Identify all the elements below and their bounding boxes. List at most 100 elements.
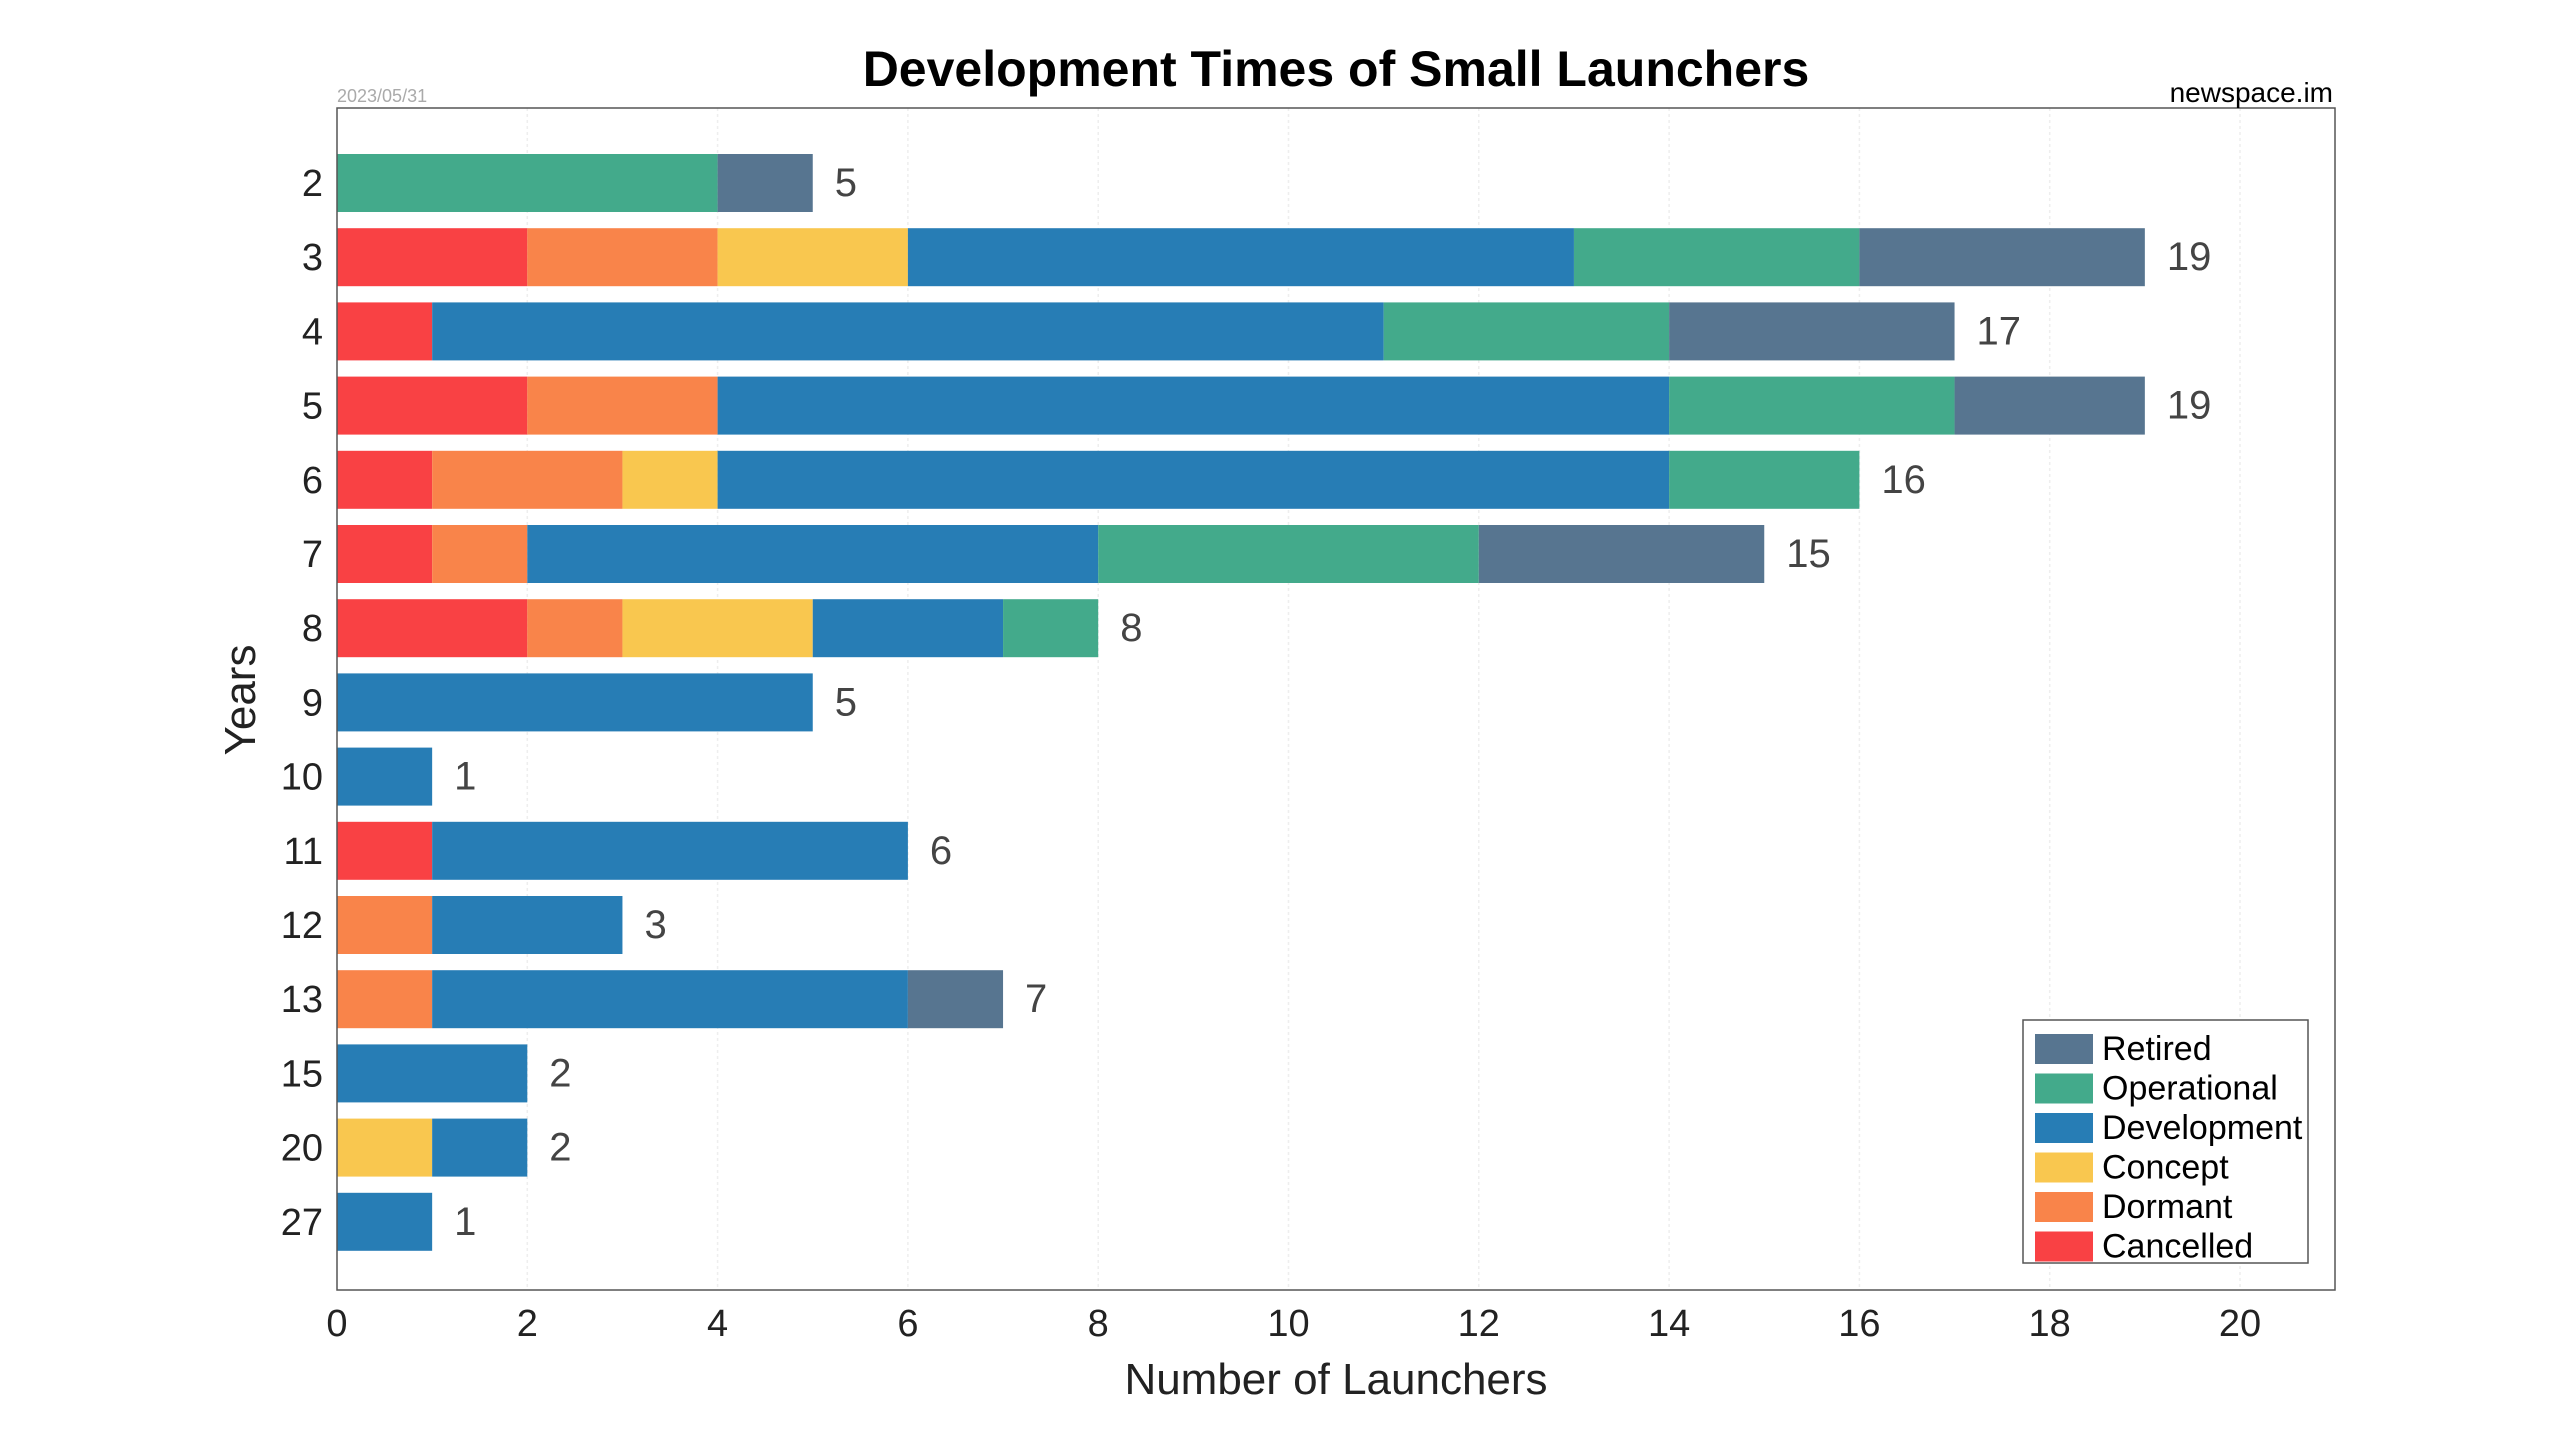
bar-segment-retired [1478, 525, 1765, 583]
y-tick-label: 10 [281, 757, 323, 799]
legend-label: Dormant [2102, 1188, 2233, 1226]
x-tick-label: 18 [2029, 1303, 2071, 1345]
bar-total-label: 8 [1120, 606, 1142, 650]
bar-segment-cancelled [337, 599, 528, 658]
bar-segment-development [717, 450, 1670, 509]
y-tick-label: 3 [302, 237, 323, 279]
y-tick-label: 11 [284, 831, 323, 873]
y-tick-label: 6 [302, 460, 323, 502]
y-tick-label: 20 [281, 1128, 323, 1170]
legend: RetiredOperationalDevelopmentConceptDorm… [2022, 1019, 2309, 1266]
bar-segment-dormant [337, 970, 433, 1029]
legend-swatch [2035, 1034, 2093, 1064]
bar-segment-operational [1669, 376, 1955, 435]
bar-total-label: 5 [835, 680, 857, 724]
x-tick-label: 4 [707, 1303, 728, 1345]
bar-segment-operational [1003, 599, 1099, 658]
y-tick-label: 8 [302, 608, 323, 650]
x-tick-label: 8 [1088, 1303, 1109, 1345]
bar-segment-development [337, 747, 433, 806]
y-tick-label: 9 [302, 682, 323, 724]
bar-segment-dormant [432, 525, 528, 583]
bar-segment-cancelled [337, 450, 433, 509]
bar-total-label: 5 [835, 161, 857, 205]
chart-title: Development Times of Small Launchers [863, 41, 1810, 97]
bar-segment-operational [1383, 302, 1670, 361]
date-label: 2023/05/31 [337, 86, 427, 106]
legend-swatch [2035, 1152, 2093, 1183]
x-tick-label: 2 [517, 1303, 538, 1345]
bar-segment-concept [622, 599, 813, 658]
bar-segment-operational [1098, 525, 1479, 583]
legend-swatch [2035, 1113, 2093, 1143]
legend-label: Cancelled [2102, 1228, 2253, 1266]
y-tick-label: 13 [281, 979, 323, 1021]
bar-segment-dormant [527, 376, 718, 435]
bar-segment-development [432, 302, 1384, 361]
bar-segment-retired [907, 970, 1004, 1029]
legend-swatch [2035, 1073, 2093, 1104]
bar-segment-development [812, 599, 1004, 658]
bar-total-label: 6 [930, 829, 952, 873]
bar-total-label: 1 [454, 1200, 476, 1244]
bar-segment-retired [717, 154, 813, 212]
bar-segment-retired [1859, 228, 2145, 287]
x-tick-label: 10 [1267, 1303, 1309, 1345]
bar-segment-development [337, 1192, 433, 1251]
y-tick-label: 15 [281, 1053, 323, 1095]
bar-segment-dormant [527, 228, 718, 287]
bar-segment-development [337, 673, 813, 732]
bar-total-label: 19 [2167, 235, 2212, 279]
bar-segment-development [717, 376, 1670, 435]
bar-segment-dormant [527, 599, 623, 658]
y-tick-label: 4 [302, 311, 323, 353]
bar-segment-concept [337, 1118, 433, 1177]
x-tick-label: 20 [2219, 1303, 2261, 1345]
legend-label: Operational [2102, 1070, 2278, 1108]
y-tick-label: 7 [302, 534, 323, 576]
y-tick-label: 27 [281, 1202, 323, 1244]
x-tick-label: 14 [1648, 1303, 1690, 1345]
bars [337, 154, 2145, 1251]
bar-segment-cancelled [337, 302, 433, 361]
legend-label: Concept [2102, 1149, 2229, 1187]
bar-total-label: 16 [1881, 458, 1926, 502]
y-tick-label: 5 [302, 386, 323, 428]
bar-segment-operational [337, 154, 718, 212]
x-axis-title: Number of Launchers [1124, 1355, 1547, 1404]
bar-total-label: 15 [1786, 532, 1831, 576]
bar-total-label: 1 [454, 755, 476, 799]
y-tick-label: 12 [281, 905, 323, 947]
bar-total-label: 2 [549, 1051, 571, 1095]
bar-segment-retired [1954, 376, 2145, 435]
source-label: newspace.im [2170, 77, 2333, 108]
bar-total-label: 7 [1025, 977, 1047, 1021]
bar-segment-cancelled [337, 376, 528, 435]
bar-segment-development [432, 970, 908, 1029]
bar-segment-operational [1669, 450, 1860, 509]
bar-segment-development [432, 821, 908, 880]
bar-segment-concept [622, 450, 718, 509]
bar-total-label: 19 [2167, 384, 2212, 428]
x-tick-label: 6 [897, 1303, 918, 1345]
y-axis-title: Years [216, 645, 265, 756]
legend-swatch [2035, 1231, 2093, 1262]
x-tick-label: 12 [1458, 1303, 1500, 1345]
bar-segment-concept [717, 228, 908, 287]
bar-segment-retired [1669, 302, 1955, 361]
legend-label: Retired [2102, 1030, 2212, 1068]
bar-total-label: 2 [549, 1126, 571, 1170]
bar-total-label: 17 [1977, 309, 2022, 353]
bar-segment-cancelled [337, 525, 433, 583]
bar-segment-cancelled [337, 821, 433, 880]
bar-segment-development [907, 228, 1574, 287]
bar-segment-development [337, 1044, 528, 1103]
x-tick-label: 16 [1838, 1303, 1880, 1345]
x-tick-label: 0 [326, 1303, 347, 1345]
bar-segment-development [527, 525, 1099, 583]
bar-segment-development [432, 1118, 528, 1177]
y-tick-label: 2 [302, 163, 323, 205]
